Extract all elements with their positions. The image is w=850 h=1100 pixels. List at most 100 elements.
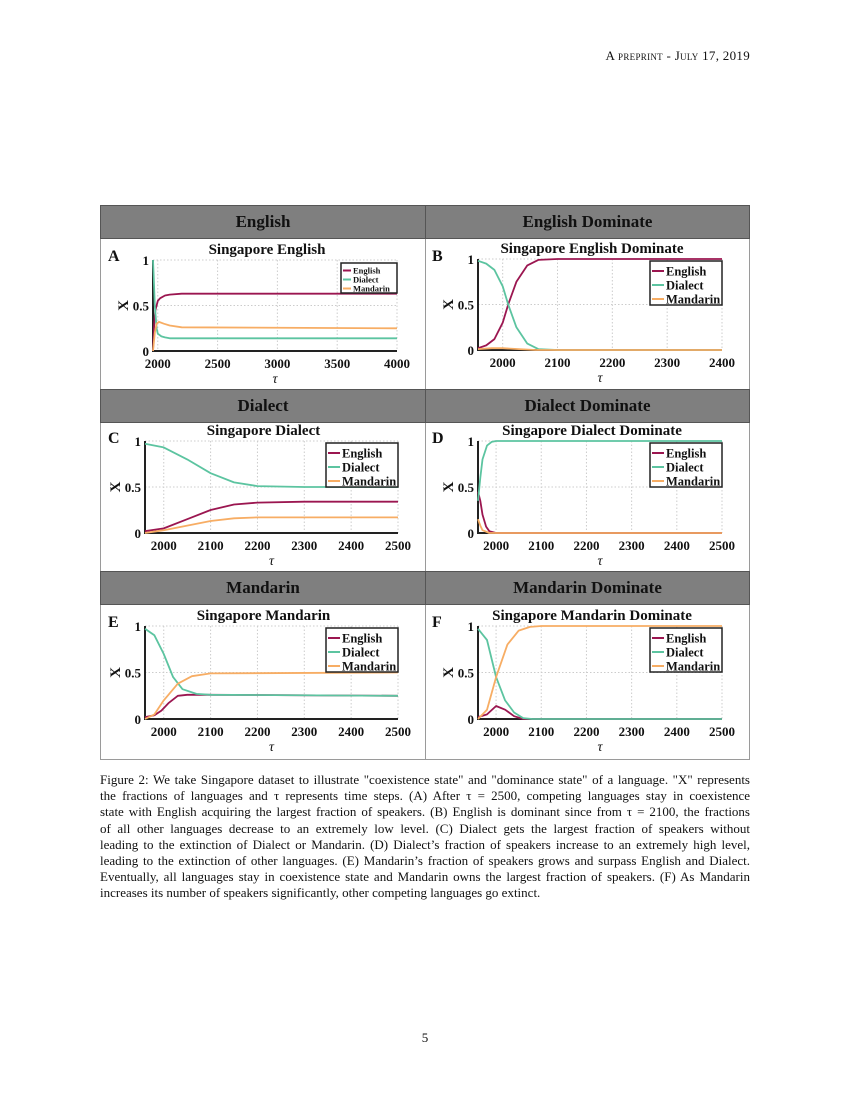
legend-label: Mandarin	[666, 292, 720, 306]
y-axis-label: X	[116, 300, 132, 311]
panel-letter: F	[432, 614, 442, 631]
x-tick-label: 2200	[244, 724, 270, 739]
row-header-dialect: Dialect	[100, 389, 426, 423]
y-tick-label: 0.5	[458, 480, 475, 495]
x-tick-label: 2500	[205, 356, 231, 371]
y-tick-label: 0.5	[458, 666, 475, 681]
running-head: A preprint - July 17, 2019	[605, 48, 750, 63]
x-tick-label: 2200	[599, 355, 625, 370]
panel-letter: A	[108, 248, 120, 265]
caption-line: increases its number of speakers signifi…	[100, 885, 541, 901]
chart-title: Singapore Dialect Dominate	[502, 423, 682, 439]
series-line-mandarin	[144, 671, 399, 720]
series-line-mandarin	[152, 320, 398, 352]
x-tick-label: 2500	[385, 724, 411, 739]
x-tick-label: 2500	[385, 538, 411, 553]
series-line-mandarin	[477, 625, 722, 720]
legend-label: English	[666, 446, 706, 460]
x-tick-label: 2300	[619, 724, 645, 739]
x-tick-label: 2200	[573, 724, 599, 739]
x-tick-label: 2100	[198, 724, 224, 739]
x-tick-label: 2300	[291, 724, 317, 739]
legend-box	[325, 442, 399, 488]
series-line-english	[477, 258, 722, 350]
legend-box	[649, 260, 723, 306]
chart-title: Singapore English Dominate	[500, 241, 683, 257]
row-header-english-dominate: English Dominate	[425, 205, 750, 239]
figure-caption: Figure 2: We take Singapore dataset to i…	[100, 772, 750, 902]
y-axis-label: X	[441, 667, 457, 678]
x-tick-label: 3500	[324, 356, 350, 371]
chart-panel-c: C Singapore Dialect 2000 2100 2200 2300 2400 25…	[108, 423, 411, 569]
y-axis-label: X	[441, 299, 457, 310]
row-header-mandarin-dominate: Mandarin Dominate	[425, 571, 750, 605]
x-tick-label: 2400	[664, 724, 690, 739]
series-line-dialect	[477, 628, 722, 720]
legend-label: Dialect	[353, 274, 379, 284]
x-tick-label: 2100	[545, 355, 571, 370]
series-line-dialect	[477, 440, 722, 501]
chart-title: Singapore English	[209, 242, 327, 258]
y-tick-label: 0	[468, 526, 475, 541]
x-tick-label: 2000	[151, 724, 177, 739]
series-line-english	[477, 491, 722, 534]
chart-panel-e: E Singapore Mandarin 2000 2100 2200 2300 2400 2…	[108, 608, 411, 755]
chart-panel-f: F Singapore Mandarin Dominate 2000 2100 2200…	[432, 608, 735, 755]
x-tick-label: 2400	[664, 538, 690, 553]
legend-label: English	[666, 264, 706, 278]
legend-label: Mandarin	[342, 659, 396, 673]
x-tick-label: 2200	[244, 538, 270, 553]
legend-box	[325, 627, 399, 673]
chart-title: Singapore Mandarin	[197, 608, 331, 624]
x-tick-label: 2200	[573, 538, 599, 553]
series-line-mandarin	[144, 516, 398, 534]
series-line-english	[144, 693, 399, 718]
y-axis-label: X	[108, 481, 124, 492]
x-tick-label: 2100	[198, 538, 224, 553]
y-tick-label: 0	[143, 344, 150, 359]
series-line-mandarin	[477, 518, 722, 534]
caption-line: the fractions of languages and τ represe…	[100, 788, 750, 804]
x-tick-label: 2100	[528, 724, 554, 739]
y-tick-label: 1	[468, 434, 475, 449]
x-axis-label: τ	[597, 554, 603, 569]
x-tick-label: 4000	[384, 356, 410, 371]
x-tick-label: 2000	[483, 724, 509, 739]
y-tick-label: 0.5	[125, 666, 142, 681]
x-tick-label: 2400	[338, 724, 364, 739]
panel-letter: D	[432, 430, 444, 447]
x-tick-label: 2400	[709, 355, 735, 370]
chart-panel-a: A Singapore English 2000 2500 3000 3500 4000 0 0…	[108, 242, 410, 387]
chart-panel-d: D Singapore Dialect Dominate 2000 2100 2200 2…	[432, 423, 735, 569]
x-tick-label: 2000	[490, 355, 516, 370]
legend-box	[649, 627, 723, 673]
series-line-mandarin	[477, 347, 722, 351]
y-tick-label: 0	[135, 712, 142, 727]
x-axis-label: τ	[597, 371, 603, 386]
caption-line: leading to the extinction of other langu…	[100, 853, 750, 869]
x-axis-label: τ	[597, 740, 603, 755]
series-line-english	[144, 500, 398, 533]
x-tick-label: 2300	[619, 538, 645, 553]
x-tick-label: 2500	[709, 538, 735, 553]
row-header-mandarin: Mandarin	[100, 571, 426, 605]
legend-label: Dialect	[342, 645, 380, 659]
legend-label: Mandarin	[666, 474, 720, 488]
y-tick-label: 1	[468, 252, 475, 267]
y-tick-label: 1	[468, 619, 475, 634]
chart-title: Singapore Mandarin Dominate	[492, 608, 692, 624]
y-tick-label: 0.5	[458, 298, 475, 313]
x-tick-label: 2100	[528, 538, 554, 553]
x-tick-label: 2300	[654, 355, 680, 370]
x-tick-label: 2000	[483, 538, 509, 553]
x-tick-label: 3000	[264, 356, 290, 371]
x-axis-label: τ	[269, 554, 275, 569]
y-tick-label: 0	[135, 526, 142, 541]
series-line-dialect	[152, 259, 397, 340]
y-axis-label: X	[108, 667, 124, 678]
legend-label: Dialect	[666, 460, 704, 474]
